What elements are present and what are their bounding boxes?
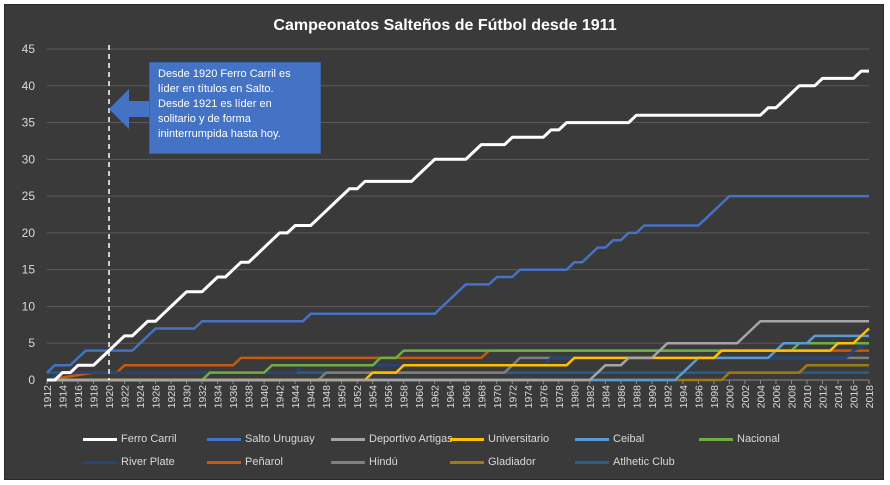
y-tick-label: 20 — [22, 226, 36, 240]
x-tick-label: 1970 — [492, 385, 504, 409]
x-tick-label: 2002 — [740, 385, 752, 409]
annotation-line-3: Desde 1921 es líder en — [158, 98, 272, 110]
grid — [47, 48, 869, 381]
annotation-callout: Desde 1920 Ferro Carril es líder en títu… — [149, 62, 321, 154]
x-tick-label: 1926 — [151, 385, 163, 409]
x-tick-label: 1968 — [476, 385, 488, 409]
x-tick-label: 1942 — [275, 385, 287, 409]
x-tick-label: 1930 — [182, 385, 194, 409]
annotation-line-1: Desde 1920 Ferro Carril es — [158, 68, 291, 80]
x-tick-label: 1928 — [166, 385, 178, 409]
line-chart: Campeonatos Salteños de Fútbol desde 191… — [22, 17, 876, 409]
x-tick-label: 1940 — [259, 385, 271, 409]
y-tick-label: 10 — [22, 299, 36, 313]
y-tick-label: 5 — [28, 336, 35, 350]
x-tick-label: 1964 — [445, 385, 457, 409]
x-tick-label: 1916 — [73, 385, 85, 409]
y-tick-label: 0 — [28, 373, 35, 387]
chart-title: Campeonatos Salteños de Fútbol desde 191… — [273, 17, 616, 34]
series-line-nacional — [47, 341, 869, 382]
annotation-arrow-icon — [109, 89, 151, 129]
series-line-ceibal — [47, 334, 869, 382]
x-tick-label: 1972 — [507, 385, 519, 409]
y-tick-label: 30 — [22, 152, 36, 166]
x-tick-label: 2008 — [786, 385, 798, 409]
x-tick-label: 1986 — [616, 385, 628, 409]
y-tick-label: 45 — [22, 42, 36, 56]
series-lines — [46, 69, 870, 382]
x-tick-label: 1924 — [135, 385, 147, 409]
annotation-line-5: ininterrumpida hasta hoy. — [158, 128, 281, 140]
x-tick-label: 1946 — [306, 385, 318, 409]
y-tick-label: 25 — [22, 189, 36, 203]
annotation-line-2: líder en títulos en Salto. — [158, 83, 274, 95]
annotation-line-4: solitario y de forma — [158, 113, 251, 125]
x-tick-label: 1980 — [569, 385, 581, 409]
x-tick-label: 2010 — [802, 385, 814, 409]
x-tick-label: 1944 — [290, 385, 302, 409]
x-tick-label: 1962 — [430, 385, 442, 409]
x-tick-label: 1992 — [662, 385, 674, 409]
x-tick-label: 1994 — [678, 385, 690, 409]
x-tick-label: 1914 — [58, 385, 70, 409]
x-tick-label: 1956 — [383, 385, 395, 409]
y-tick-label: 40 — [22, 79, 36, 93]
y-tick-label: 15 — [22, 263, 36, 277]
x-tick-label: 1958 — [399, 385, 411, 409]
series-line-hindu — [47, 356, 869, 382]
x-tick-label: 1938 — [244, 385, 256, 409]
x-tick-label: 1978 — [554, 385, 566, 409]
x-tick-label: 1952 — [352, 385, 364, 409]
x-tick-label: 1998 — [709, 385, 721, 409]
x-tick-label: 2018 — [864, 385, 876, 409]
x-tick-label: 1984 — [600, 385, 612, 409]
x-tick-label: 1948 — [321, 385, 333, 409]
series-line-ferro-carril — [47, 69, 869, 382]
x-tick-label: 1954 — [368, 385, 380, 409]
x-tick-label: 1966 — [461, 385, 473, 409]
x-tick-label: 1988 — [631, 385, 643, 409]
x-tick-label: 1936 — [228, 385, 240, 409]
x-tick-label: 1960 — [414, 385, 426, 409]
x-tick-label: 1918 — [89, 385, 101, 409]
x-tick-label: 2004 — [755, 385, 767, 409]
x-tick-label: 1982 — [585, 385, 597, 409]
y-tick-label: 35 — [22, 116, 36, 130]
x-tick-label: 1912 — [42, 385, 54, 409]
series-line-river-plate — [46, 342, 870, 382]
x-tick-label: 2006 — [771, 385, 783, 409]
x-tick-label: 2012 — [817, 385, 829, 409]
x-tick-label: 1920 — [104, 385, 116, 409]
x-tick-label: 2000 — [724, 385, 736, 409]
chart-frame: Campeonatos Salteños de Fútbol desde 191… — [4, 4, 884, 480]
series-line-deportivo-artigas — [47, 319, 869, 382]
x-tick-label: 2014 — [833, 385, 845, 409]
y-axis: 0 5 10 15 20 25 30 35 40 45 — [22, 42, 36, 387]
x-tick-label: 1922 — [120, 385, 132, 409]
x-tick-label: 1934 — [213, 385, 225, 409]
x-tick-label: 1990 — [647, 385, 659, 409]
x-tick-label: 1976 — [538, 385, 550, 409]
x-tick-label: 2016 — [848, 385, 860, 409]
x-tick-label: 1950 — [337, 385, 349, 409]
x-tick-label: 1996 — [693, 385, 705, 409]
x-axis: 1912 1914 1916 1918 1920 1922 1924 1926 1928 1930… — [42, 379, 876, 409]
series-line-salto-uruguay — [46, 194, 869, 374]
x-tick-label: 1932 — [197, 385, 209, 409]
x-tick-label: 1974 — [523, 385, 535, 409]
series-line-universitario — [47, 327, 870, 382]
